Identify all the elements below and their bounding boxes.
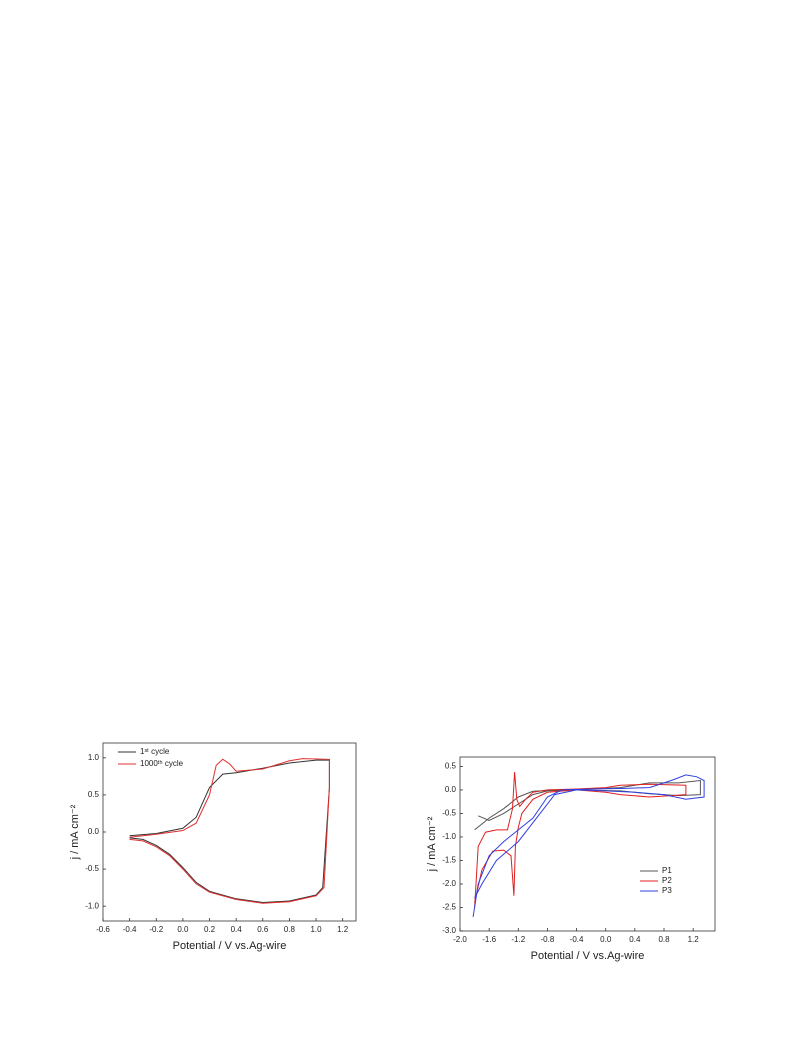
y-tick-label: 0.5 bbox=[445, 762, 457, 771]
curve bbox=[474, 779, 701, 831]
y-tick-label: -1.0 bbox=[85, 901, 99, 910]
x-tick-label: 0.4 bbox=[231, 925, 243, 934]
legend-label: P2 bbox=[662, 876, 672, 885]
x-tick-label: 0.0 bbox=[177, 925, 189, 934]
y-axis-label: j / mA cm⁻² bbox=[426, 816, 438, 872]
y-tick-label: 0.5 bbox=[88, 790, 100, 799]
y-tick-label: -0.5 bbox=[442, 809, 456, 818]
y-tick-label: 0.0 bbox=[445, 785, 457, 794]
x-axis-label: Potential / V vs.Ag-wire bbox=[531, 950, 645, 962]
legend-label: P3 bbox=[662, 886, 672, 895]
curve bbox=[474, 771, 687, 908]
y-tick-label: 0.0 bbox=[88, 827, 100, 836]
x-tick-label: -0.6 bbox=[96, 925, 110, 934]
x-tick-label: 1.0 bbox=[310, 925, 322, 934]
x-tick-label: -0.8 bbox=[541, 935, 555, 944]
x-tick-label: -2.0 bbox=[453, 935, 467, 944]
plot-frame bbox=[459, 756, 716, 932]
y-tick-label: 1.0 bbox=[88, 753, 100, 762]
x-axis-label: Potential / V vs.Ag-wire bbox=[173, 940, 287, 952]
y-axis-label: j / mA cm⁻² bbox=[69, 804, 81, 860]
x-tick-label: -1.2 bbox=[511, 935, 525, 944]
x-tick-label: 1.2 bbox=[688, 935, 700, 944]
x-tick-label: 0.0 bbox=[600, 935, 612, 944]
x-tick-label: 1.2 bbox=[337, 925, 349, 934]
x-tick-label: -0.2 bbox=[149, 925, 163, 934]
curve bbox=[472, 774, 705, 917]
y-tick-label: -2.0 bbox=[442, 879, 456, 888]
x-tick-label: 0.4 bbox=[629, 935, 641, 944]
y-tick-label: -1.0 bbox=[442, 832, 456, 841]
x-tick-label: 0.2 bbox=[204, 925, 216, 934]
y-tick-label: -0.5 bbox=[85, 864, 99, 873]
y-tick-label: -3.0 bbox=[442, 926, 456, 935]
curve bbox=[129, 758, 330, 904]
legend-label: P1 bbox=[662, 866, 672, 875]
legend-label: 1ˢᵗ cycle bbox=[140, 747, 170, 756]
x-tick-label: -0.4 bbox=[123, 925, 137, 934]
x-tick-label: 0.8 bbox=[658, 935, 670, 944]
x-tick-label: -0.4 bbox=[570, 935, 584, 944]
x-tick-label: -1.6 bbox=[482, 935, 496, 944]
y-tick-label: -2.5 bbox=[442, 903, 456, 912]
x-tick-label: 0.8 bbox=[284, 925, 296, 934]
legend-label: 1000ᵗʰ cycle bbox=[140, 759, 184, 768]
curve bbox=[129, 759, 330, 904]
y-tick-label: -1.5 bbox=[442, 856, 456, 865]
x-tick-label: 0.6 bbox=[257, 925, 269, 934]
